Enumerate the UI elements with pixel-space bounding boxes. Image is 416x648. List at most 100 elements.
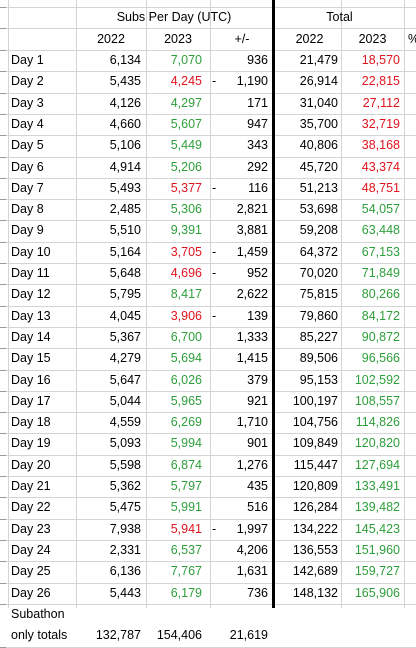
cell-diff[interactable]: 435 xyxy=(247,479,268,493)
cell-subs-2022[interactable]: 5,493 xyxy=(109,181,141,195)
cell-diff-sign[interactable]: - xyxy=(212,522,217,536)
row-day-label[interactable]: Day 6 xyxy=(11,160,44,174)
cell-subs-2023[interactable]: 5,941 xyxy=(170,522,202,536)
cell-total-2023[interactable]: 159,727 xyxy=(354,564,400,578)
cell-diff-sign[interactable] xyxy=(212,476,226,497)
cell-subs-2023[interactable]: 5,206 xyxy=(170,160,202,174)
row-day-label[interactable]: Day 7 xyxy=(11,181,44,195)
cell-subs-2023[interactable]: 5,994 xyxy=(170,436,202,450)
row-day-label[interactable]: Day 19 xyxy=(11,436,51,450)
cell-total-2022[interactable]: 70,020 xyxy=(299,266,338,280)
cell-total-2022[interactable]: 134,222 xyxy=(292,522,338,536)
cell-diff-sign[interactable] xyxy=(212,583,226,604)
cell-diff-sign[interactable] xyxy=(212,391,226,412)
cell-total-2022[interactable]: 142,689 xyxy=(292,564,338,578)
cell-total-2023[interactable]: 84,172 xyxy=(361,309,400,323)
cell-total-2022[interactable]: 64,372 xyxy=(299,245,338,259)
cell-diff[interactable]: 343 xyxy=(247,138,268,152)
cell-subs-2022[interactable]: 5,362 xyxy=(109,479,141,493)
cell-diff-sign[interactable] xyxy=(212,157,226,178)
cell-subs-2022[interactable]: 7,938 xyxy=(109,522,141,536)
cell-total-2022[interactable]: 126,284 xyxy=(292,500,338,514)
total-header[interactable]: Total xyxy=(326,10,353,24)
cell-subs-2022[interactable]: 5,510 xyxy=(109,223,141,237)
cell-subs-2023[interactable]: 7,070 xyxy=(170,53,202,67)
cell-subs-2022[interactable]: 6,134 xyxy=(109,53,141,67)
cell-diff[interactable]: 736 xyxy=(247,586,268,600)
cell-subs-2023[interactable]: 6,179 xyxy=(170,586,202,600)
cell-subs-2023[interactable]: 9,391 xyxy=(170,223,202,237)
row-day-label[interactable]: Day 11 xyxy=(11,266,50,280)
row-day-label[interactable]: Day 26 xyxy=(11,586,51,600)
cell-total-2022[interactable]: 109,849 xyxy=(292,436,338,450)
cell-total-2022[interactable]: 148,132 xyxy=(292,586,338,600)
col-header-total-2022[interactable]: 2022 xyxy=(295,32,324,46)
cell-diff[interactable]: 1,276 xyxy=(236,458,268,472)
cell-total-2023[interactable]: 54,057 xyxy=(361,202,400,216)
cell-total-2023[interactable]: 114,826 xyxy=(355,415,400,429)
cell-diff[interactable]: 952 xyxy=(247,266,268,280)
cell-diff-sign[interactable]: - xyxy=(212,245,217,259)
cell-subs-2023[interactable]: 5,377 xyxy=(170,181,202,195)
subs-per-day-header[interactable]: Subs Per Day (UTC) xyxy=(116,10,232,24)
cell-diff[interactable]: 139 xyxy=(247,309,268,323)
col-header-2022[interactable]: 2022 xyxy=(97,32,125,46)
cell-diff-sign[interactable] xyxy=(212,433,226,454)
cell-subs-2023[interactable]: 4,696 xyxy=(170,266,202,280)
cell-subs-2022[interactable]: 6,136 xyxy=(109,564,141,578)
row-day-label[interactable]: Day 2 xyxy=(11,74,44,88)
cell-diff-sign[interactable] xyxy=(212,93,226,114)
cell-diff-sign[interactable] xyxy=(212,114,226,135)
cell-subs-2022[interactable]: 5,093 xyxy=(109,436,141,450)
cell-total-2023[interactable]: 127,694 xyxy=(354,458,400,472)
cell-diff-sign[interactable] xyxy=(212,327,226,348)
row-day-label[interactable]: Day 13 xyxy=(11,309,51,323)
cell-diff-sign[interactable] xyxy=(212,455,226,476)
cell-total-2023[interactable]: 139,482 xyxy=(354,500,400,514)
cell-diff-sign[interactable] xyxy=(212,497,226,518)
cell-total-2022[interactable]: 40,806 xyxy=(299,138,338,152)
cell-total-2022[interactable]: 21,479 xyxy=(299,53,338,67)
row-day-label[interactable]: Day 10 xyxy=(11,245,51,259)
cell-total-2022[interactable]: 95,153 xyxy=(299,373,338,387)
row-day-label[interactable]: Day 1 xyxy=(11,53,44,67)
cell-diff[interactable]: 1,710 xyxy=(236,415,268,429)
cell-total-2023[interactable]: 102,592 xyxy=(354,373,400,387)
cell-diff-sign[interactable] xyxy=(212,412,226,433)
cell-diff[interactable]: 1,333 xyxy=(236,330,268,344)
col-header-pct[interactable]: % xyxy=(404,29,416,50)
cell-diff-sign[interactable]: - xyxy=(212,181,217,195)
cell-total-2023[interactable]: 18,570 xyxy=(361,53,400,67)
cell-diff[interactable]: 2,622 xyxy=(236,287,268,301)
row-day-label[interactable]: Day 16 xyxy=(11,373,51,387)
row-day-label[interactable]: Day 24 xyxy=(11,543,51,557)
cell-subs-2022[interactable]: 5,648 xyxy=(109,266,141,280)
row-day-label[interactable]: Day 20 xyxy=(11,458,51,472)
cell-subs-2023[interactable]: 5,797 xyxy=(170,479,202,493)
cell-total-2023[interactable]: 71,849 xyxy=(361,266,400,280)
cell-diff[interactable]: 2,821 xyxy=(236,202,268,216)
cell-subs-2022[interactable]: 4,660 xyxy=(109,117,141,131)
cell-total-2023[interactable]: 108,557 xyxy=(354,394,400,408)
cell-subs-2022[interactable]: 5,598 xyxy=(109,458,141,472)
cell-diff[interactable]: 1,997 xyxy=(236,522,268,536)
cell-subs-2023[interactable]: 5,449 xyxy=(170,138,202,152)
cell-diff[interactable]: 921 xyxy=(247,394,268,408)
cell-total-2022[interactable]: 35,700 xyxy=(299,117,338,131)
cell-subs-2023[interactable]: 6,026 xyxy=(170,373,202,387)
cell-subs-2023[interactable]: 8,417 xyxy=(170,287,202,301)
cell-total-2022[interactable]: 85,227 xyxy=(299,330,338,344)
cell-total-2022[interactable]: 75,815 xyxy=(299,287,338,301)
cell-diff[interactable]: 171 xyxy=(247,96,268,110)
row-day-label[interactable]: Day 22 xyxy=(11,500,51,514)
cell-total-2023[interactable]: 133,491 xyxy=(354,479,400,493)
cell-subs-2022[interactable]: 5,443 xyxy=(109,586,141,600)
cell-subs-2023[interactable]: 6,537 xyxy=(170,543,202,557)
cell-subs-2022[interactable]: 4,126 xyxy=(109,96,141,110)
cell-diff[interactable]: 516 xyxy=(247,500,268,514)
cell-subs-2023[interactable]: 6,700 xyxy=(170,330,202,344)
cell-subs-2022[interactable]: 5,435 xyxy=(109,74,141,88)
totals-subs-2023[interactable]: 154,406 xyxy=(156,628,202,642)
row-day-label[interactable]: Day 12 xyxy=(11,287,51,301)
cell-subs-2023[interactable]: 5,991 xyxy=(170,500,202,514)
